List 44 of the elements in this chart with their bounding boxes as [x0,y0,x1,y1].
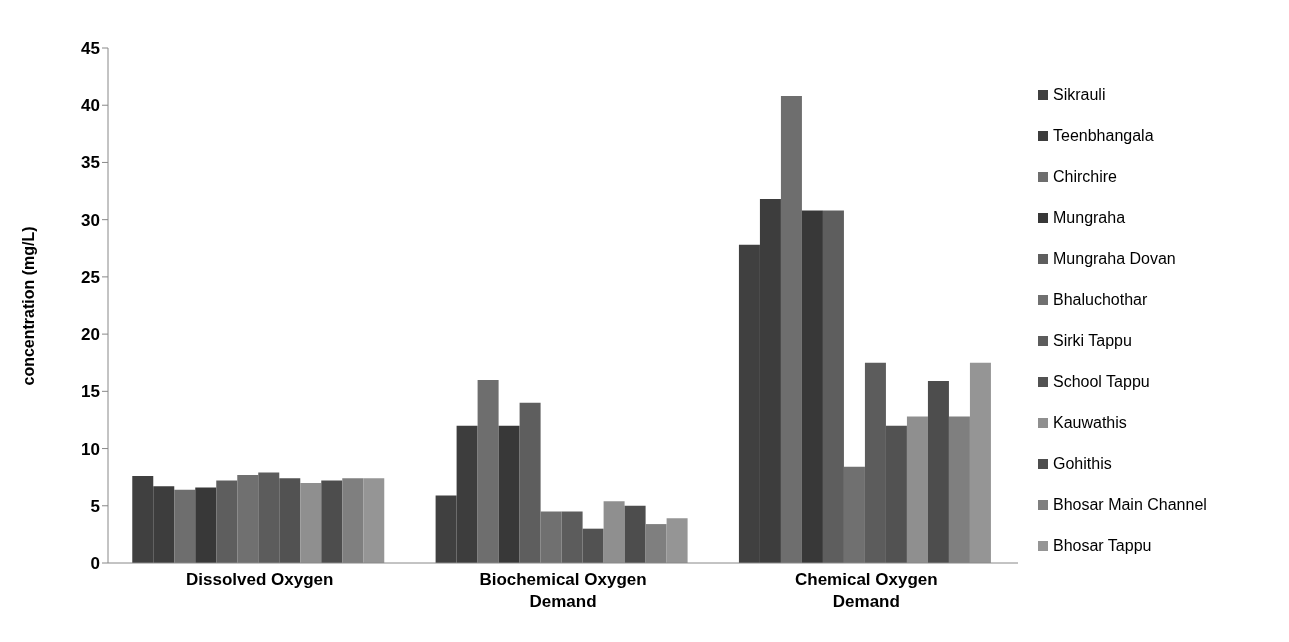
bar [822,210,844,563]
bar [801,210,823,563]
y-tick-label: 5 [90,496,100,516]
legend-label: Chirchire [1053,168,1118,186]
bar [477,379,499,563]
bar [237,474,259,563]
legend-label: Teenbhangala [1053,127,1154,145]
bar [843,466,865,563]
legend-label: Sikrauli [1053,86,1106,104]
bar [927,381,949,563]
x-tick-label: Chemical Oxygen Demand [795,570,938,611]
legend-label: Bhosar Main Channel [1053,496,1207,514]
bar [540,511,562,563]
y-tick-label: 40 [81,96,100,116]
bar [666,518,688,563]
y-tick-label: 15 [81,382,100,402]
bar [216,480,238,563]
x-tick-label: Dissolved Oxygen [185,570,334,589]
legend-label: Mungraha Dovan [1053,250,1176,268]
y-tick-label: 30 [81,210,100,230]
y-tick-label: 25 [81,267,100,287]
bar [780,96,802,563]
y-tick-label: 45 [81,39,100,59]
legend-label: Kauwathis [1053,414,1127,432]
legend-label: Bhaluchothar [1053,291,1148,309]
y-axis-title: concentration (mg/L) [19,226,37,386]
bar [519,402,541,563]
y-tick-label: 35 [81,153,100,173]
y-tick-label: 0 [90,554,100,574]
bar [498,425,520,563]
y-tick-label: 10 [81,439,100,459]
legend-label: Gohithis [1053,455,1112,473]
legend-label: Sirki Tappu [1053,332,1132,350]
bar [969,362,991,563]
bar [321,480,343,563]
bar [363,478,385,563]
bar [624,505,646,563]
legend-label: Mungraha [1053,209,1126,227]
legend-label: School Tappu [1053,373,1150,391]
bar [174,489,196,563]
y-tick-label: 20 [81,325,100,345]
bar [195,487,217,563]
x-tick-label: Biochemical Oxygen Demand [479,570,647,611]
legend-label: Bhosar Tappu [1053,537,1152,555]
